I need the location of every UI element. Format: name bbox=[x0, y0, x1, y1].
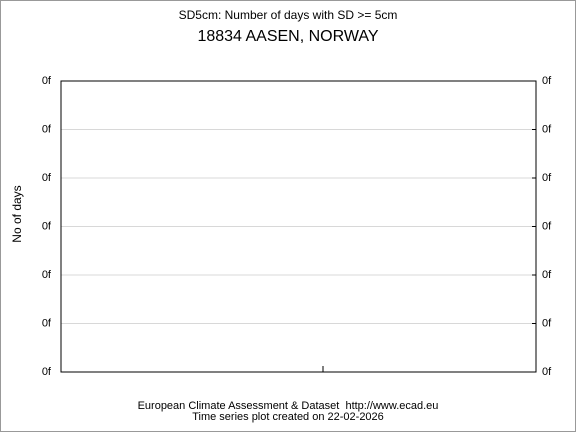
y-tick-label: 0f bbox=[42, 220, 52, 232]
y-axis-label: No of days bbox=[10, 185, 24, 242]
y2-tick-label: 0f bbox=[542, 366, 552, 378]
footer-line: Time series plot created on 22-02-2026 bbox=[192, 411, 384, 423]
y2-tick-label: 0f bbox=[542, 123, 552, 135]
y2-tick-label: 0f bbox=[542, 317, 552, 329]
chart-subtitle: 18834 AASEN, NORWAY bbox=[197, 28, 378, 45]
y2-tick-label: 0f bbox=[542, 75, 552, 87]
footer-line: European Climate Assessment & Dataset ht… bbox=[138, 400, 439, 412]
y-tick-label: 0f bbox=[42, 172, 52, 184]
y-tick-label: 0f bbox=[42, 269, 52, 281]
y-tick-label: 0f bbox=[42, 366, 52, 378]
y-tick-label: 0f bbox=[42, 317, 52, 329]
y2-tick-label: 0f bbox=[542, 172, 552, 184]
y-tick-label: 0f bbox=[42, 75, 52, 87]
chart-title: SD5cm: Number of days with SD >= 5cm bbox=[179, 8, 398, 22]
y2-tick-label: 0f bbox=[542, 269, 552, 281]
y2-tick-label: 0f bbox=[542, 220, 552, 232]
y-tick-label: 0f bbox=[42, 123, 52, 135]
